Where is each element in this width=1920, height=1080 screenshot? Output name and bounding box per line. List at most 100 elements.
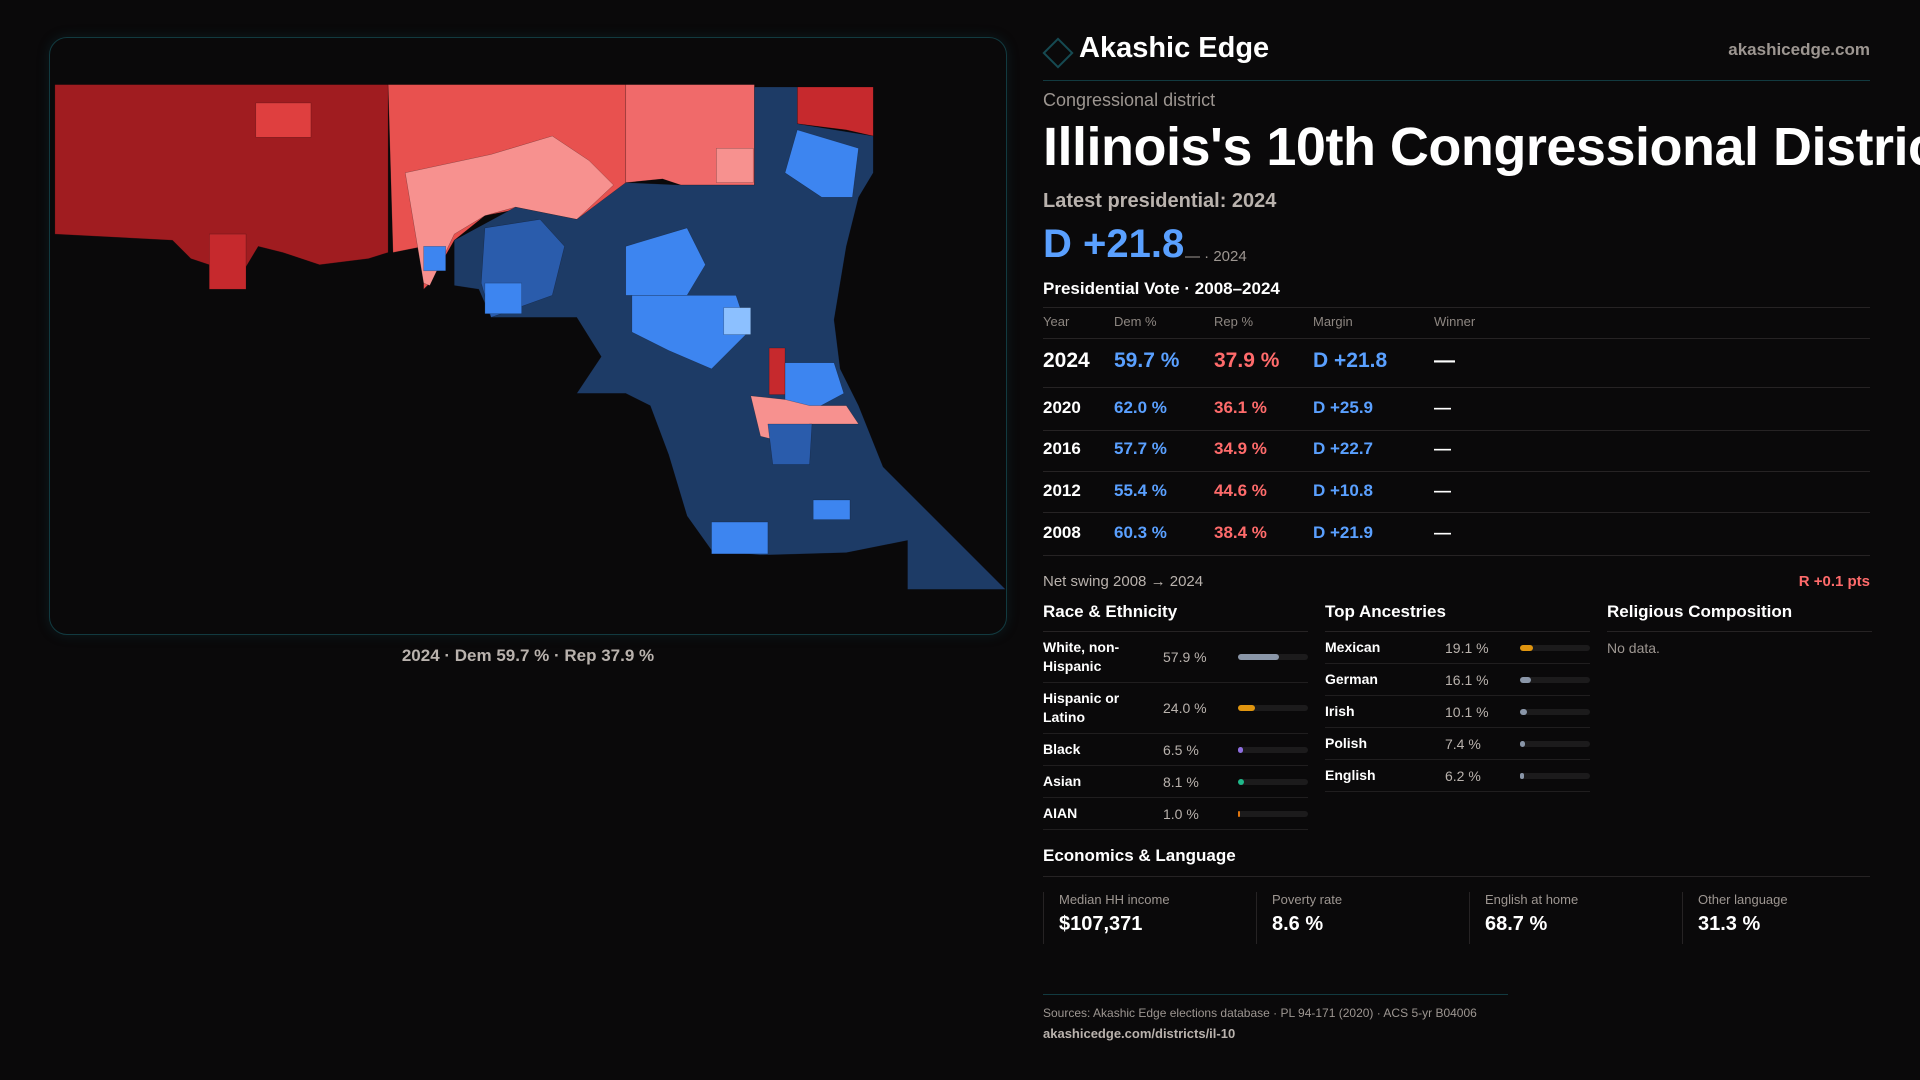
ancestry-row: Polish 7.4 % [1325,728,1590,760]
latest-presidential-label: Latest presidential: 2024 [1043,190,1277,212]
ancestry-label: German [1325,671,1378,687]
stat-card: Median HH income $107,371 [1043,892,1256,944]
ancestry-title: Top Ancestries [1325,602,1590,632]
row-year: 2012 [1043,481,1081,500]
row-dem: 60.3 % [1114,523,1167,542]
ancestry-value: 6.2 % [1445,767,1481,784]
ancestry-label: English [1325,767,1376,783]
ancestry-bar [1520,708,1590,715]
map-region-lean-d [625,227,706,296]
ancestry-value: 10.1 % [1445,703,1489,720]
ancestry-label: Mexican [1325,639,1381,655]
district-kicker: Congressional district [1043,90,1216,110]
ancestry-row: German 16.1 % [1325,664,1590,696]
row-year: 2008 [1043,523,1081,542]
row-year: 2020 [1043,398,1081,417]
map-region-tilt-d [723,307,751,335]
economics-stats: Median HH income $107,371 Poverty rate 8.6 … [1043,892,1895,944]
column-header: Year [1043,314,1070,329]
ancestry-row: Irish 10.1 % [1325,696,1590,728]
race-row: AIAN 1.0 % [1043,798,1308,830]
race-row: Asian 8.1 % [1043,766,1308,798]
map-region-lean-d [784,362,845,413]
row-dem: 57.7 % [1114,439,1167,458]
latest-margin-sub: — · 2024 [1185,248,1247,265]
row-dem: 55.4 % [1114,481,1167,500]
race-bar-fill [1238,778,1244,785]
ancestry-bar-fill [1520,708,1528,715]
district-info-panel: Akashic Edge akashicedge.com Congression… [1042,0,1920,1080]
race-row: Black 6.5 % [1043,734,1308,766]
race-label: White, non-Hispanic [1043,639,1120,674]
stat-value: $107,371 [1059,913,1143,935]
race-bar-fill [1238,810,1240,817]
row-dem: 62.0 % [1114,398,1167,417]
ancestry-row: English 6.2 % [1325,760,1590,792]
ancestry-row: Mexican 19.1 % [1325,632,1590,664]
race-value: 57.9 % [1163,649,1207,665]
stat-value: 8.6 % [1272,913,1324,935]
diamond-icon [1042,37,1074,69]
race-bar [1238,810,1308,817]
stat-label: English at home [1485,892,1579,907]
stat-value: 31.3 % [1698,913,1761,935]
ancestry-bar-fill [1520,644,1534,651]
ancestry-section: Top Ancestries Mexican 19.1 % German 16.… [1325,602,1590,792]
row-dem: 59.7 % [1114,349,1180,372]
race-label: Black [1043,741,1081,757]
ancestry-bar-fill [1520,772,1525,779]
row-year: 2016 [1043,439,1081,458]
map-region-lean-d [784,129,859,198]
stat-label: Other language [1698,892,1788,907]
column-header: Rep % [1214,314,1254,329]
map-region-lean-d [767,423,813,465]
row-year: 2024 [1043,349,1090,372]
race-row: White, non-Hispanic 57.9 % [1043,632,1308,683]
precinct-map[interactable] [50,38,1008,636]
map-region-tilt-r [716,148,754,183]
economics-title: Economics & Language [1043,846,1236,865]
row-rep: 34.9 % [1214,439,1267,458]
row-winner: — [1434,349,1455,372]
row-winner: — [1434,398,1451,417]
race-label: AIAN [1043,805,1078,821]
district-url-link[interactable]: akashicedge.com/districts/il-10 [1043,1026,1236,1041]
race-value: 6.5 % [1163,741,1199,758]
race-bar-fill [1238,654,1279,660]
ancestry-bar [1520,772,1590,779]
brand-domain-link[interactable]: akashicedge.com [1728,40,1870,59]
stat-card: Other language 31.3 % [1682,892,1895,944]
stat-card: English at home 68.7 % [1469,892,1682,944]
race-bar [1238,746,1308,753]
ancestry-value: 16.1 % [1445,671,1489,688]
row-margin: D +21.8 [1313,349,1388,372]
stat-card: Poverty rate 8.6 % [1256,892,1469,944]
row-rep: 38.4 % [1214,523,1267,542]
map-region-lean-d [711,521,769,555]
race-value: 8.1 % [1163,773,1199,790]
race-row: Hispanic or Latino 24.0 % [1043,683,1308,734]
ancestry-bar [1520,644,1590,651]
row-rep: 37.9 % [1214,349,1280,372]
map-region-likely-r [209,233,247,290]
ancestry-bar [1520,676,1590,683]
row-winner: — [1434,523,1451,542]
map-region-lean-d [484,282,522,314]
net-swing-value: R +0.1 pts [1798,573,1870,590]
religion-empty: No data. [1607,640,1660,656]
ancestry-bar [1520,740,1590,747]
column-header: Winner [1434,314,1476,329]
map-caption: 2024 · Dem 59.7 % · Rep 37.9 % [401,646,655,665]
column-header: Margin [1313,314,1353,329]
map-region-lean-d [423,246,446,272]
ancestry-label: Polish [1325,735,1368,751]
ancestry-value: 19.1 % [1445,639,1489,656]
race-value: 24.0 % [1163,700,1207,716]
presidential-title: Presidential Vote · 2008–2024 [1043,279,1280,298]
row-margin: D +25.9 [1313,398,1374,417]
column-header: Dem % [1114,314,1157,329]
district-map-card [49,37,1007,635]
race-bar [1238,654,1308,660]
race-bar-fill [1238,746,1243,753]
race-section: Race & Ethnicity White, non-Hispanic 57.… [1043,602,1308,830]
